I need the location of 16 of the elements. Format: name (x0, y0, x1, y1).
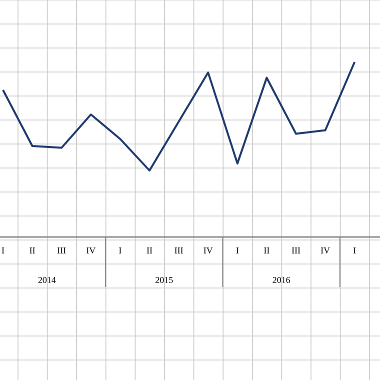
x-tick-label: I (353, 248, 356, 254)
x-tick-label: III (292, 248, 300, 254)
text: 2016 (272, 276, 290, 284)
text: 2014 (38, 276, 56, 284)
x-tick-label: IV (320, 248, 330, 254)
text: 2015 (156, 276, 173, 284)
x-tick-label: IV (86, 248, 96, 254)
x-tick-label: I (236, 248, 239, 254)
x-tick-label: I (2, 248, 4, 254)
x-tick-label: I (119, 248, 122, 254)
x-tick-label: III (57, 248, 66, 254)
x-tick-label: III (174, 248, 183, 254)
x-tick-label: II (30, 248, 35, 254)
x-tick-label: IV (204, 248, 213, 254)
x-tick-label: II (146, 248, 152, 254)
x-tick-label: II (264, 248, 270, 254)
